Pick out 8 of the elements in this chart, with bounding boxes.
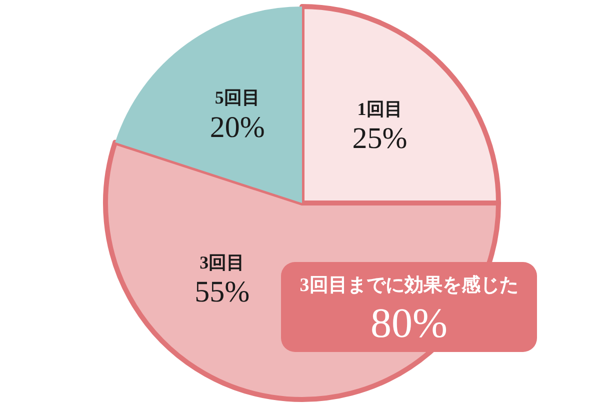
slice-label: 5回目 (214, 88, 260, 108)
data-label: 55% (194, 276, 250, 309)
data-label: 20% (210, 110, 265, 144)
slice-label: 1回目 (357, 98, 402, 119)
text: 80% (370, 300, 448, 348)
slice-label: 3回目 (200, 252, 245, 272)
data-label: 25% (352, 122, 408, 156)
text: 3回目までに効果を感じた (298, 274, 520, 298)
